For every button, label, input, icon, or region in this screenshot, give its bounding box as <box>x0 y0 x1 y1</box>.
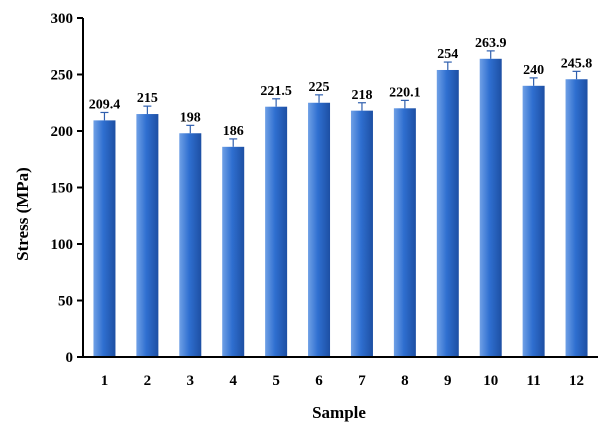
x-tick-label: 3 <box>187 373 195 389</box>
data-label: 218 <box>351 88 372 103</box>
y-tick-label: 0 <box>66 350 74 366</box>
bar <box>308 102 331 357</box>
y-axis-title: Stress (MPa) <box>13 167 32 261</box>
x-tick-label: 8 <box>401 373 409 389</box>
y-tick-label: 200 <box>51 124 74 140</box>
y-axis-ticks: 0 50 100 150 200 250 300 <box>51 11 83 366</box>
x-tick-label: 2 <box>144 373 152 389</box>
bar <box>93 120 116 358</box>
y-tick-label: 300 <box>51 11 74 27</box>
data-label: 245.8 <box>561 56 593 71</box>
data-label: 225 <box>309 80 330 95</box>
x-tick-label: 12 <box>569 373 584 389</box>
bars <box>93 58 588 358</box>
x-axis-title: Sample <box>312 403 366 422</box>
data-label: 240 <box>523 63 544 78</box>
error-bars <box>100 50 581 147</box>
data-label: 263.9 <box>475 36 507 51</box>
x-tick-label: 9 <box>444 373 452 389</box>
y-tick-label: 100 <box>51 237 74 253</box>
data-label: 221.5 <box>260 84 292 99</box>
bar <box>265 106 288 357</box>
bar <box>522 85 545 358</box>
data-label: 209.4 <box>89 97 121 112</box>
bar <box>436 69 459 357</box>
bar <box>479 58 502 357</box>
x-tick-label: 10 <box>483 373 498 389</box>
x-tick-label: 7 <box>358 373 366 389</box>
data-label: 215 <box>137 91 158 106</box>
x-axis-ticks: 1 2 3 4 5 6 7 8 9 10 11 12 <box>101 373 584 389</box>
bar <box>179 133 202 357</box>
data-label: 186 <box>223 124 244 139</box>
x-tick-label: 6 <box>315 373 323 389</box>
data-label: 220.1 <box>389 85 421 100</box>
bar <box>350 110 373 357</box>
data-labels: 209.4 215 198 186 221.5 225 218 220.1 254 263.9 24… <box>89 36 593 139</box>
x-tick-label: 11 <box>527 373 541 389</box>
data-label: 254 <box>437 47 458 62</box>
data-label: 198 <box>180 110 201 125</box>
x-tick-label: 1 <box>101 373 109 389</box>
bar <box>222 146 245 357</box>
bar <box>565 79 588 357</box>
y-tick-label: 150 <box>51 181 74 197</box>
bar <box>393 108 416 357</box>
bar <box>136 114 159 357</box>
y-tick-label: 50 <box>58 294 73 310</box>
x-tick-label: 4 <box>229 373 237 389</box>
y-tick-label: 250 <box>51 68 74 84</box>
x-tick-label: 5 <box>272 373 280 389</box>
